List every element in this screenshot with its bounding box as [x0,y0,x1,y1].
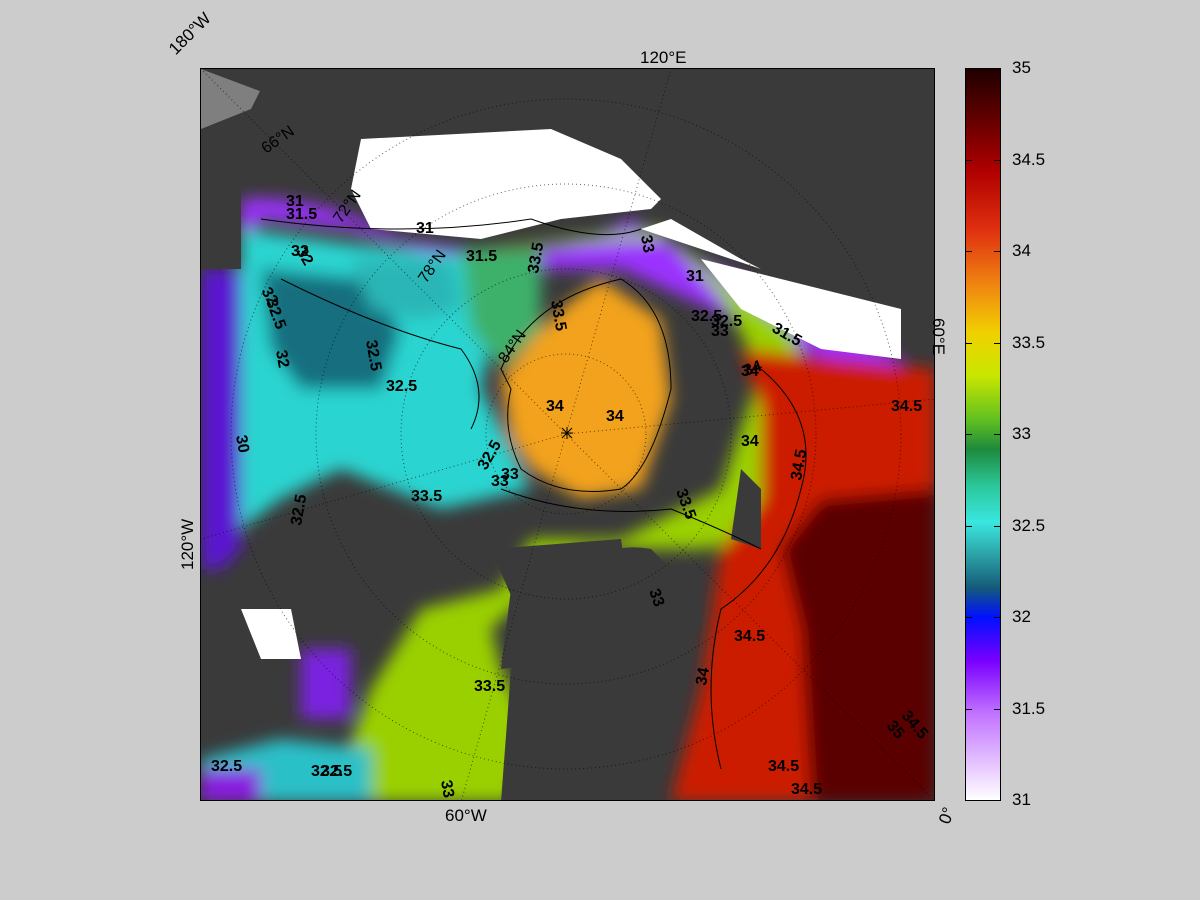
contour-label: 34 [693,666,713,687]
graticule [201,69,934,800]
contour-label: 32.5 [362,339,384,373]
contour-label: 32.5 [288,493,310,527]
lon-label-60w: 60°W [445,806,487,825]
contour-label: 34 [741,363,759,380]
sea-ice [241,129,901,659]
contour-label: 33 [437,779,457,800]
lon-label-180w: 180°W [165,8,215,59]
colorbar-tick-label: 31 [1012,790,1031,809]
salinity-field [201,198,934,800]
contour-label: 32.5 [386,378,417,395]
contour-label: 32 [258,285,282,309]
contour-label: 31 [286,193,304,210]
colorbar-tick-mark [966,342,972,344]
colorbar-tick-mark [966,434,972,435]
contour-label: 32.5 [311,763,342,780]
contour-label: 31.5 [466,248,497,265]
salinity-map: 31 31.5 31 31.5 32 32 32.5 32 30 32.5 32.5 33.5 32.5… [200,68,935,801]
colorbar-tick-mark [994,159,1000,161]
contour-label: 33 [501,466,519,483]
contour-label: 34.5 [891,398,922,415]
contour-label: 34 [606,408,624,425]
contour-label: 32.5 [711,313,742,330]
contour-label: 32.5 [691,308,722,325]
colorbar-tick-mark [994,342,1000,344]
colorbar-tick-mark [994,617,1000,618]
colorbar-tick-mark [966,251,972,252]
colorbar-tick-mark [966,800,972,801]
contour-label: 32 [272,349,292,370]
contour-label: 33.5 [547,299,569,333]
colorbar-tick-mark [994,68,1000,69]
contour-label: 34 [546,398,564,415]
colorbar-tick-label: 31.5 [1012,698,1046,718]
contour-label: 33 [491,473,509,490]
contour-label: 32 [293,245,317,269]
contour-lines [260,218,807,770]
map-canvas: 3131.53131.5323232.5323032.532.533.532.5… [201,69,934,800]
colorbar-tick-label: 35 [1012,58,1031,77]
contour-label: 34.5 [768,758,799,775]
contour-label: 32.5 [211,758,242,775]
colorbar-tick-label: 32 [1012,607,1031,626]
contour-label: 33 [711,323,729,340]
colorbar-tick-mark [966,68,972,69]
colorbar-tick-mark [966,525,972,527]
contour-label: 33.5 [411,488,442,505]
colorbar-tick-label: 32.5 [1012,515,1046,535]
colorbar-tick-mark [994,800,1000,801]
contour-label: 33.5 [474,678,505,695]
colorbar-tick-mark [994,434,1000,435]
contour-label: 32 [291,243,309,260]
colorbar-tick-mark [966,617,972,618]
lon-label-120e: 120°E [640,48,687,67]
contour-label: 34 [742,358,765,380]
colorbar-tick-label: 33.5 [1012,332,1046,352]
contour-label: 33 [637,234,657,255]
contour-label: 30 [232,434,252,455]
contour-label: 34.5 [791,781,822,798]
colorbar-tick-mark [966,708,972,710]
contour-label-group: 3131.53131.5323232.5323032.532.533.532.5… [211,193,931,799]
contour-label: 31.5 [286,206,317,223]
lon-label-60e: 60°E [929,318,948,356]
contour-label: 31 [686,268,704,285]
lon-label-120w: 120°W [178,518,197,570]
colorbar-tick-mark [994,708,1000,710]
pole-marker [561,427,573,439]
contour-label: 34 [741,433,759,450]
contour-label: 34.5 [788,448,810,482]
contour-label: 32.5 [321,763,352,780]
contour-label: 31 [416,220,434,237]
colorbar-tick-mark [966,159,972,161]
contour-label: 33 [645,587,667,610]
contour-label: 33.5 [525,241,547,275]
colorbar-tick-label: 34.5 [1012,149,1046,169]
contour-label: 34.5 [734,628,765,645]
colorbar-tick-mark [994,525,1000,527]
colorbar-tick-label: 34 [1012,241,1031,260]
landmasses [201,69,934,800]
colorbar-tick-label: 33 [1012,424,1031,443]
colorbar-tick-mark [994,251,1000,252]
lon-label-0: 0° [935,804,959,827]
